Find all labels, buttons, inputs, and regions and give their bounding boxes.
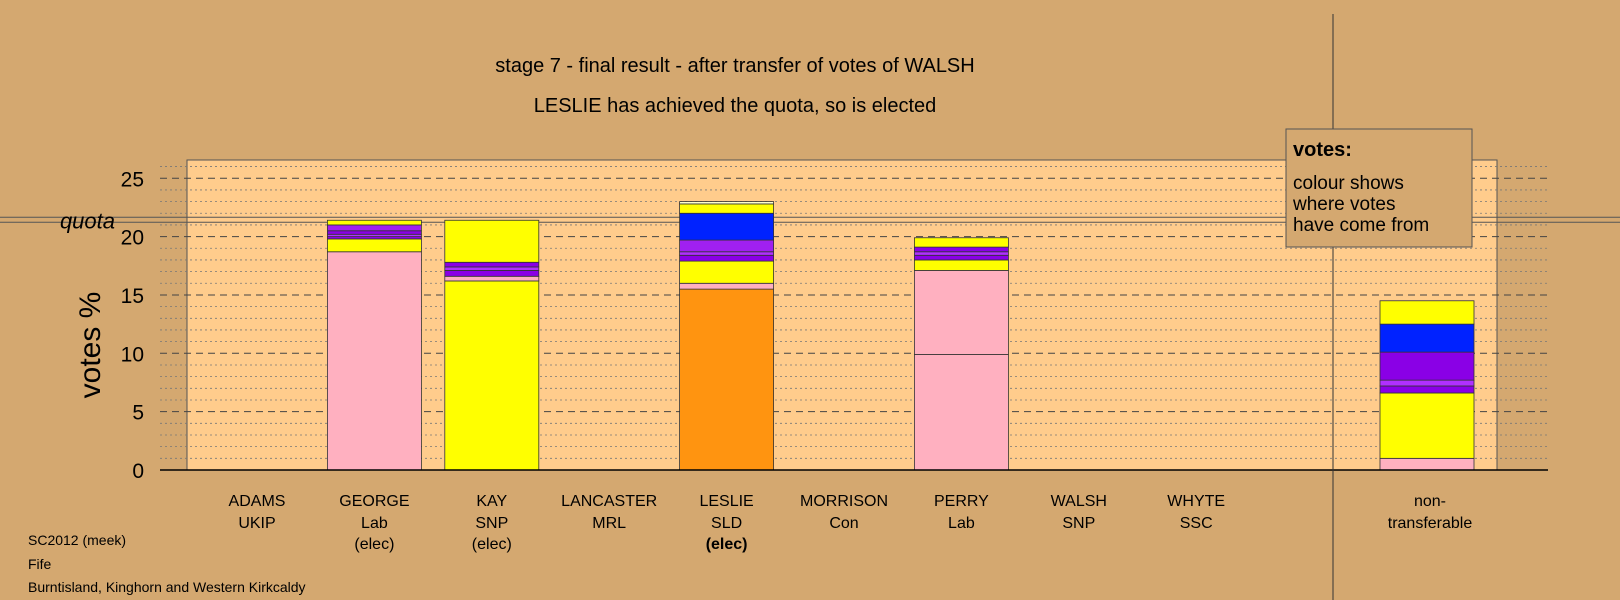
candidate-party: SNP: [1062, 515, 1095, 532]
y-axis-label: votes %: [74, 292, 107, 399]
candidate-party: Con: [829, 515, 858, 532]
bar-segment-perry: [914, 259, 1009, 271]
bar-segment-george: [326, 230, 422, 235]
candidate-name: LANCASTER: [561, 493, 657, 510]
bar-segment-leslie: [679, 212, 774, 241]
axes: 0 5 10 15 20 25 ADAMS UKIP GEORGE Lab (elec) KAY SNP…: [121, 14, 1548, 600]
bar-segment-nontransferable: [1379, 385, 1475, 394]
bar-segment-leslie: [679, 288, 774, 471]
legend-line: have come from: [1293, 215, 1429, 236]
legend-line: colour shows: [1293, 173, 1404, 194]
bar-segment-perry: [914, 254, 1009, 261]
bar-segment-perry: [914, 354, 1009, 471]
bar-segment-perry: [914, 270, 1009, 355]
y-tick-label: 5: [132, 402, 144, 425]
bar-segment-george: [326, 224, 422, 232]
bar-segment-nontransferable: [1379, 323, 1475, 353]
candidate-name: MORRISON: [800, 493, 888, 510]
nontransferable-label: transferable: [1388, 515, 1473, 532]
footer-ward: Burntisland, Kinghorn and Western Kirkca…: [28, 579, 306, 595]
y-tick-label: 10: [121, 343, 144, 366]
bar-segment-kay: [444, 270, 540, 277]
candidate-party: UKIP: [238, 515, 275, 532]
legend-box: votes: colour shows where votes have com…: [1285, 128, 1473, 248]
candidate-name: WALSH: [1051, 493, 1107, 510]
bar-segment-kay: [444, 266, 540, 271]
bar-segment-nontransferable: [1379, 457, 1475, 471]
y-tick-label: 25: [121, 168, 144, 191]
candidate-party: SLD: [711, 515, 742, 532]
bar-segment-george: [326, 238, 422, 253]
bar-segment-nontransferable: [1379, 351, 1475, 381]
candidate-party: Lab: [361, 515, 388, 532]
bar-segment-kay: [444, 280, 540, 471]
legend-title: votes:: [1293, 139, 1352, 161]
candidate-name: GEORGE: [339, 493, 409, 510]
bar-segment-leslie: [679, 239, 774, 253]
bar-segment-leslie: [679, 260, 774, 284]
bar-segment-perry: [914, 251, 1009, 256]
candidate-status: (elec): [354, 536, 394, 553]
chart-title: stage 7 - final result - after transfer …: [495, 55, 974, 77]
bar-segment-perry: [914, 237, 1009, 248]
candidate-name: PERRY: [934, 493, 989, 510]
y-tick-label: 20: [121, 227, 144, 250]
candidate-name: ADAMS: [229, 493, 286, 510]
candidate-party: MRL: [592, 515, 626, 532]
chart-subtitle: LESLIE has achieved the quota, so is ele…: [534, 95, 937, 117]
bar-segment-perry: [914, 246, 1009, 253]
bar-segment-leslie: [679, 201, 774, 205]
candidate-name: LESLIE: [699, 493, 753, 510]
bar-segment-george: [326, 219, 422, 226]
bar-segment-leslie: [679, 282, 774, 290]
y-tick-label: 0: [132, 460, 144, 483]
candidate-name: KAY: [476, 493, 507, 510]
candidate-party: Lab: [948, 515, 975, 532]
candidate-status: (elec): [472, 536, 512, 553]
bar-segment-nontransferable: [1379, 392, 1475, 459]
bar-segment-kay: [444, 219, 540, 263]
quota-label: quota: [60, 208, 115, 233]
bar-segment-leslie: [679, 254, 774, 262]
bar-segment-kay: [444, 261, 540, 268]
bar-segment-nontransferable: [1379, 379, 1475, 387]
legend-line: where votes: [1292, 194, 1395, 215]
bar-segment-nontransferable: [1379, 300, 1475, 325]
candidate-party: SSC: [1180, 515, 1213, 532]
footer-council: Fife: [28, 556, 52, 572]
bars: [326, 201, 1475, 471]
y-tick-label: 15: [121, 285, 144, 308]
bar-segment-george: [326, 251, 422, 471]
candidate-party: SNP: [475, 515, 508, 532]
bar-segment-leslie: [679, 203, 774, 214]
candidate-status: (elec): [706, 536, 748, 553]
footer-method: SC2012 (meek): [28, 532, 127, 548]
bar-segment-leslie: [679, 251, 774, 256]
candidate-name: WHYTE: [1167, 493, 1225, 510]
bar-segment-kay: [444, 275, 540, 282]
nontransferable-label: non-: [1414, 493, 1446, 510]
